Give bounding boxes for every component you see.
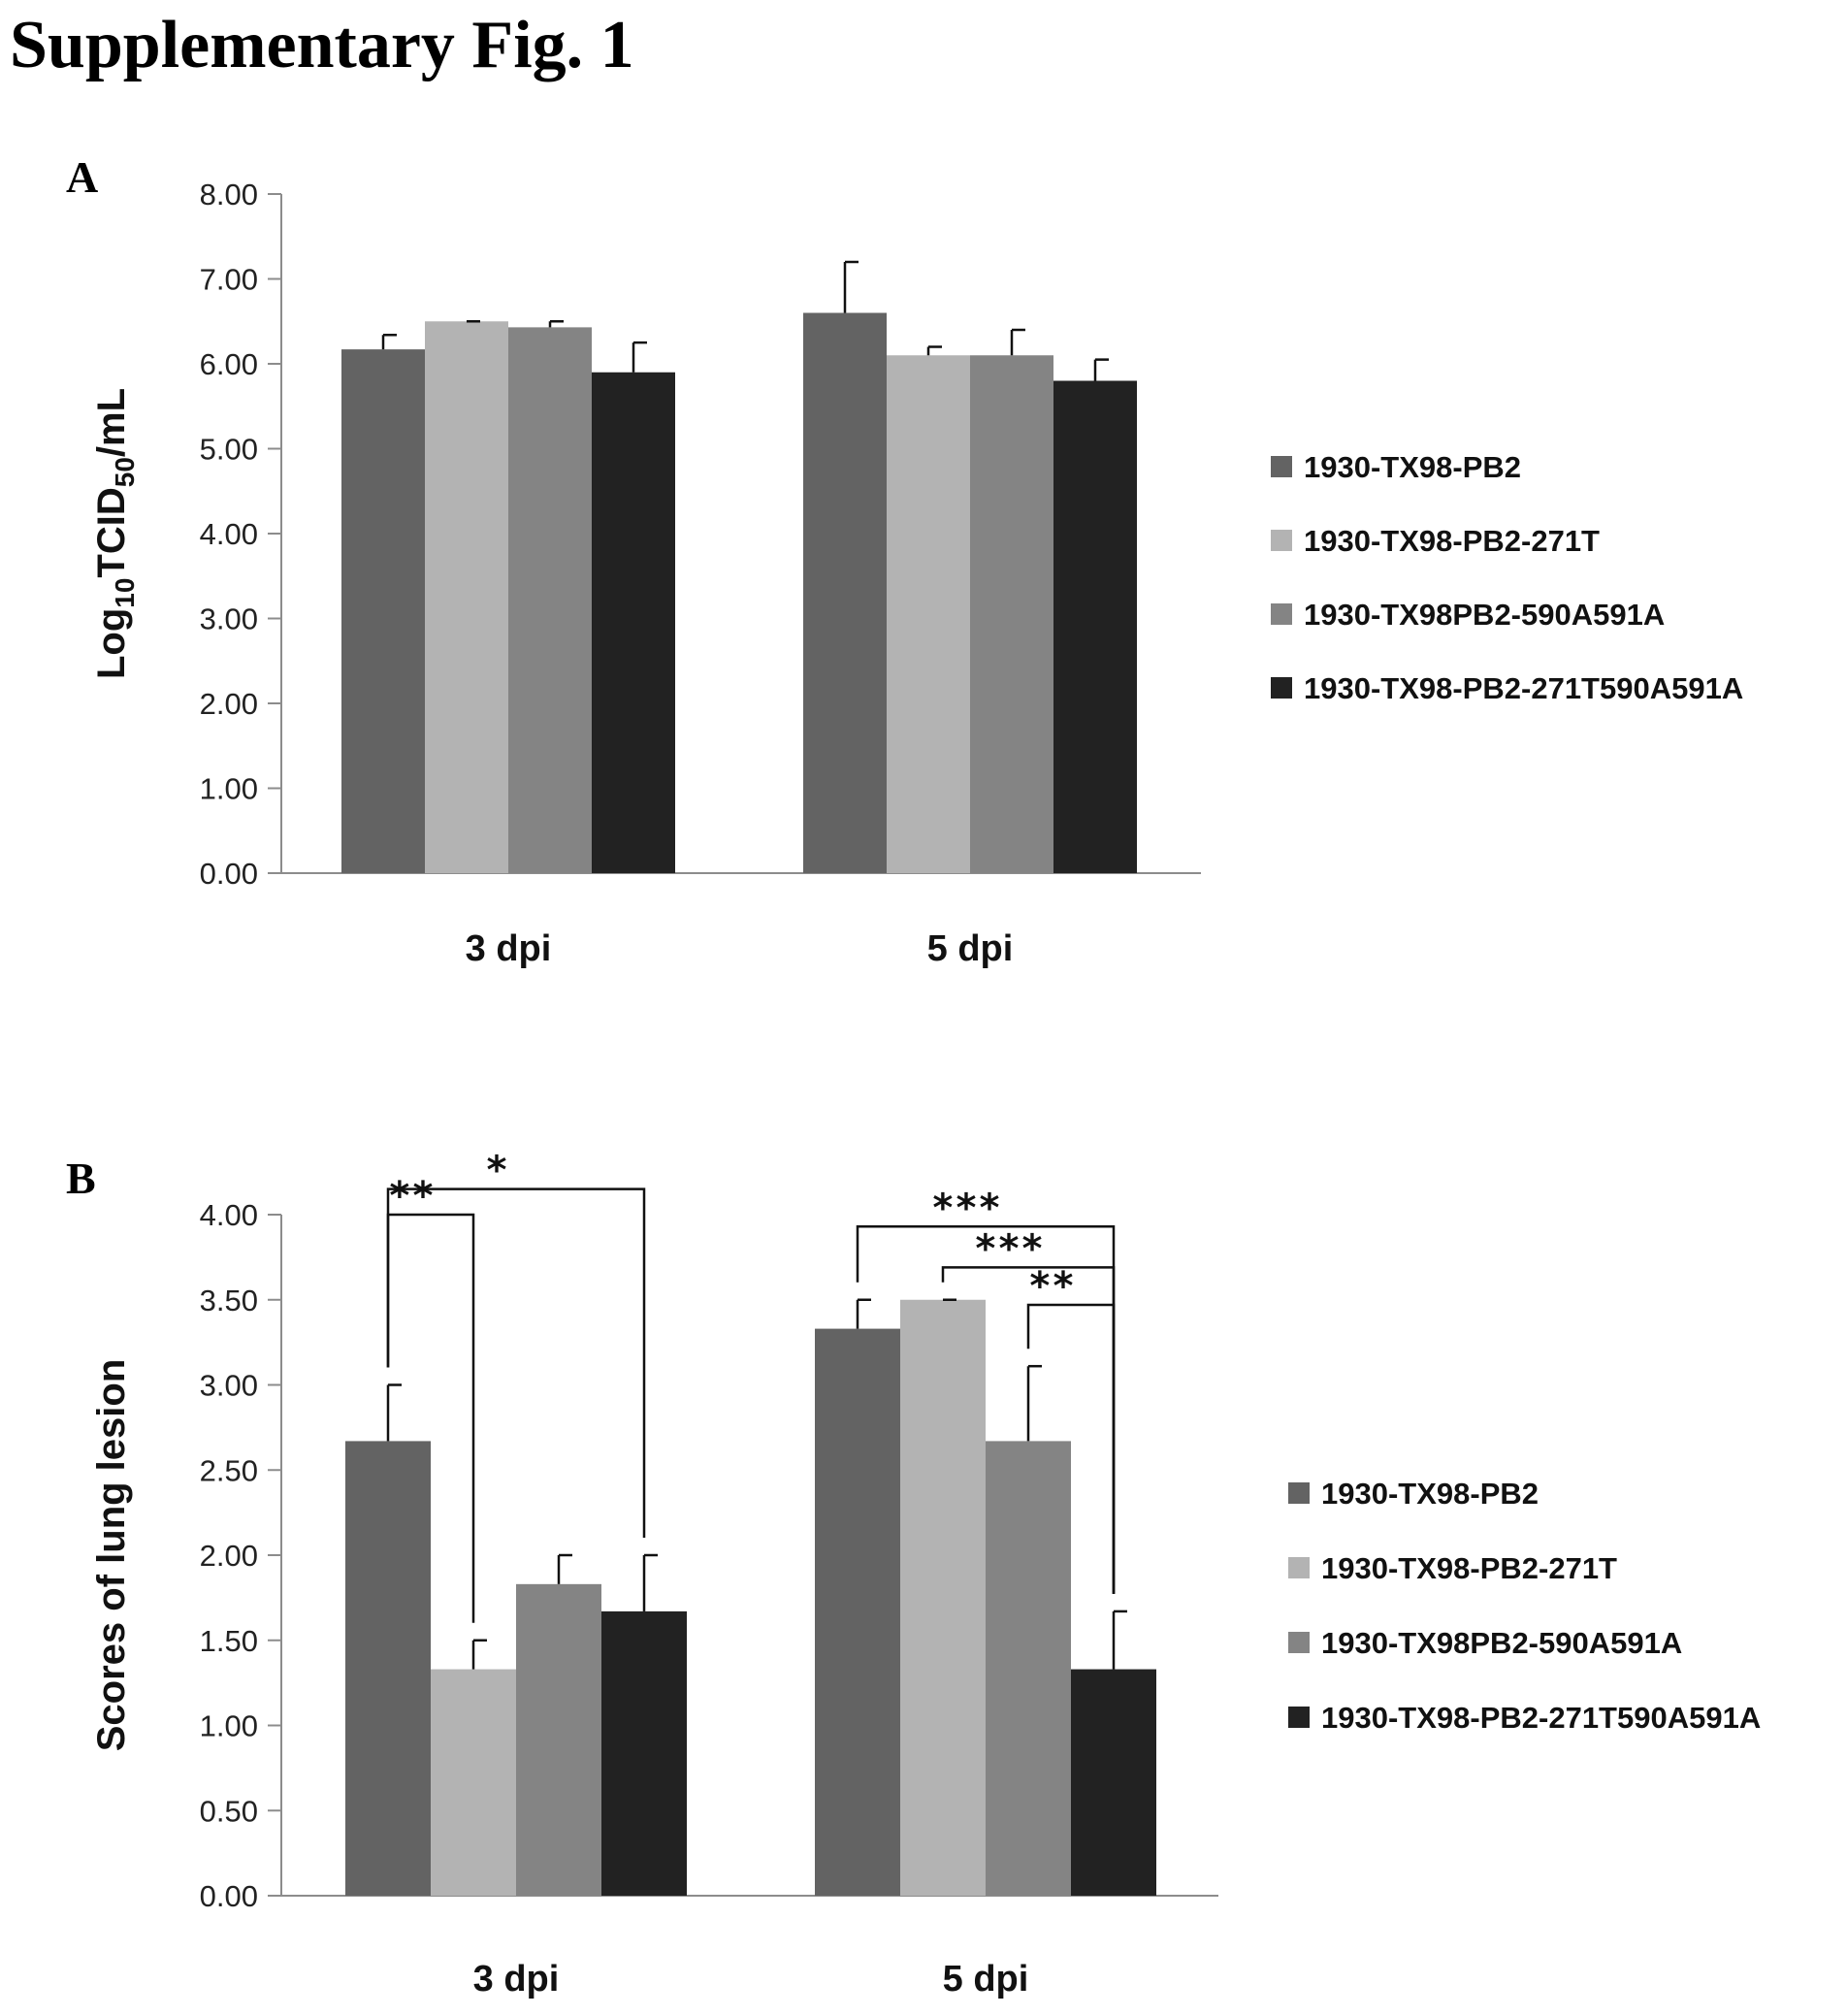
- y-title-subscript: 10: [110, 578, 140, 608]
- chart-b-bar: [1071, 1669, 1156, 1896]
- y-title-part: Log: [90, 608, 133, 679]
- chart-b-significance-bracket: [386, 1187, 646, 1538]
- chart-a-y-tick-label: 0.00: [200, 857, 258, 891]
- chart-a-bar: [887, 355, 970, 873]
- chart-b-legend-label: 1930-TX98-PB2-271T590A591A: [1321, 1701, 1761, 1735]
- chart-a-y-tick-label: 7.00: [200, 263, 258, 297]
- y-title-part: /mL: [90, 388, 133, 457]
- panel-b-chart: B 0.00 0.50 1.00 1.50 2.00 2.50 3.00 3.50 4.00 Sco…: [0, 1125, 1847, 2016]
- chart-b-panel-letter: B: [66, 1154, 96, 1203]
- chart-a-legend-swatch: [1271, 456, 1292, 477]
- y-title-part: TCID: [90, 487, 133, 577]
- chart-b-category-label: 3 dpi: [473, 1959, 560, 2000]
- chart-a-legend-label: 1930-TX98-PB2: [1304, 450, 1521, 484]
- chart-a-y-axis-title: Log10TCID50/mL: [90, 388, 140, 679]
- chart-b-legend-label: 1930-TX98-PB2-271T: [1321, 1551, 1617, 1585]
- chart-a-y-tick-label: 4.00: [200, 517, 258, 551]
- chart-a-y-tick-label: 6.00: [200, 347, 258, 381]
- chart-b-bar: [986, 1441, 1071, 1896]
- chart-a-bar: [425, 321, 508, 873]
- chart-a-y-tick-label: 3.00: [200, 602, 258, 636]
- chart-a-category-label: 3 dpi: [466, 928, 552, 969]
- chart-a-bar: [1053, 380, 1137, 873]
- chart-b-legend-swatch: [1288, 1707, 1310, 1728]
- chart-b-y-tick-label: 3.00: [200, 1369, 258, 1403]
- chart-a-svg: A 0.00 1.00 2.00 3.00 4.00 5.00 6.00 7.00 8.00 Log…: [66, 152, 1743, 969]
- chart-a-bar: [508, 327, 592, 873]
- chart-b-significance-label: ***: [974, 1226, 1044, 1271]
- chart-b-legend-swatch: [1288, 1482, 1310, 1504]
- chart-a-y-tick-label: 8.00: [200, 178, 258, 211]
- chart-b-y-tick-label: 2.00: [200, 1539, 258, 1573]
- chart-b-legend-swatch: [1288, 1557, 1310, 1578]
- chart-a-legend-swatch: [1271, 603, 1292, 625]
- chart-b-significance-label: *: [485, 1149, 508, 1193]
- y-title-subscript: 50: [110, 457, 140, 487]
- chart-a-legend-label: 1930-TX98PB2-590A591A: [1304, 598, 1665, 632]
- figure-title: Supplementary Fig. 1: [10, 8, 634, 82]
- chart-b-bar: [601, 1610, 687, 1896]
- chart-a-y-tick-label: 2.00: [200, 687, 258, 721]
- chart-a-legend-swatch: [1271, 530, 1292, 551]
- chart-b-significance-label: **: [388, 1174, 435, 1219]
- chart-b-significance-label: ***: [931, 1186, 1001, 1230]
- chart-b-bar: [431, 1669, 516, 1896]
- chart-b-y-tick-label: 3.50: [200, 1284, 258, 1317]
- chart-b-y-tick-label: 4.00: [200, 1198, 258, 1232]
- chart-b-svg: B 0.00 0.50 1.00 1.50 2.00 2.50 3.00 3.50 4.00 Sco…: [66, 1149, 1761, 2000]
- chart-b-bar: [900, 1299, 986, 1896]
- chart-b-legend-label: 1930-TX98PB2-590A591A: [1321, 1626, 1682, 1660]
- chart-a-panel-letter: A: [66, 152, 98, 202]
- chart-b-legend-swatch: [1288, 1632, 1310, 1653]
- chart-b-significance-label: **: [1028, 1264, 1075, 1309]
- chart-a-y-tick-label: 5.00: [200, 433, 258, 467]
- chart-b-y-tick-label: 2.50: [200, 1453, 258, 1487]
- chart-b-y-tick-label: 0.50: [200, 1794, 258, 1828]
- chart-b-significance-bracket: [1026, 1303, 1116, 1594]
- chart-b-y-axis-title: Scores of lung lesion: [90, 1359, 133, 1752]
- chart-a-category-label: 5 dpi: [927, 928, 1014, 969]
- chart-a-bar: [803, 312, 887, 873]
- chart-b-bar: [345, 1441, 431, 1896]
- chart-a-legend-label: 1930-TX98-PB2-271T590A591A: [1304, 671, 1743, 705]
- chart-b-y-tick-label: 1.50: [200, 1624, 258, 1658]
- chart-b-bar: [516, 1583, 601, 1896]
- panel-a-chart: A 0.00 1.00 2.00 3.00 4.00 5.00 6.00 7.00 8.00 Log…: [0, 116, 1847, 1009]
- chart-a-bar: [592, 372, 675, 873]
- chart-a-legend-label: 1930-TX98-PB2-271T: [1304, 524, 1600, 558]
- chart-a-y-tick-label: 1.00: [200, 772, 258, 806]
- chart-a-bar: [970, 355, 1053, 873]
- chart-b-y-tick-label: 1.00: [200, 1709, 258, 1743]
- chart-a-bar: [341, 349, 425, 873]
- chart-b-legend-label: 1930-TX98-PB2: [1321, 1477, 1539, 1511]
- chart-b-bar: [815, 1328, 900, 1896]
- chart-b-category-label: 5 dpi: [943, 1959, 1029, 2000]
- chart-a-legend-swatch: [1271, 677, 1292, 699]
- chart-b-y-tick-label: 0.00: [200, 1879, 258, 1913]
